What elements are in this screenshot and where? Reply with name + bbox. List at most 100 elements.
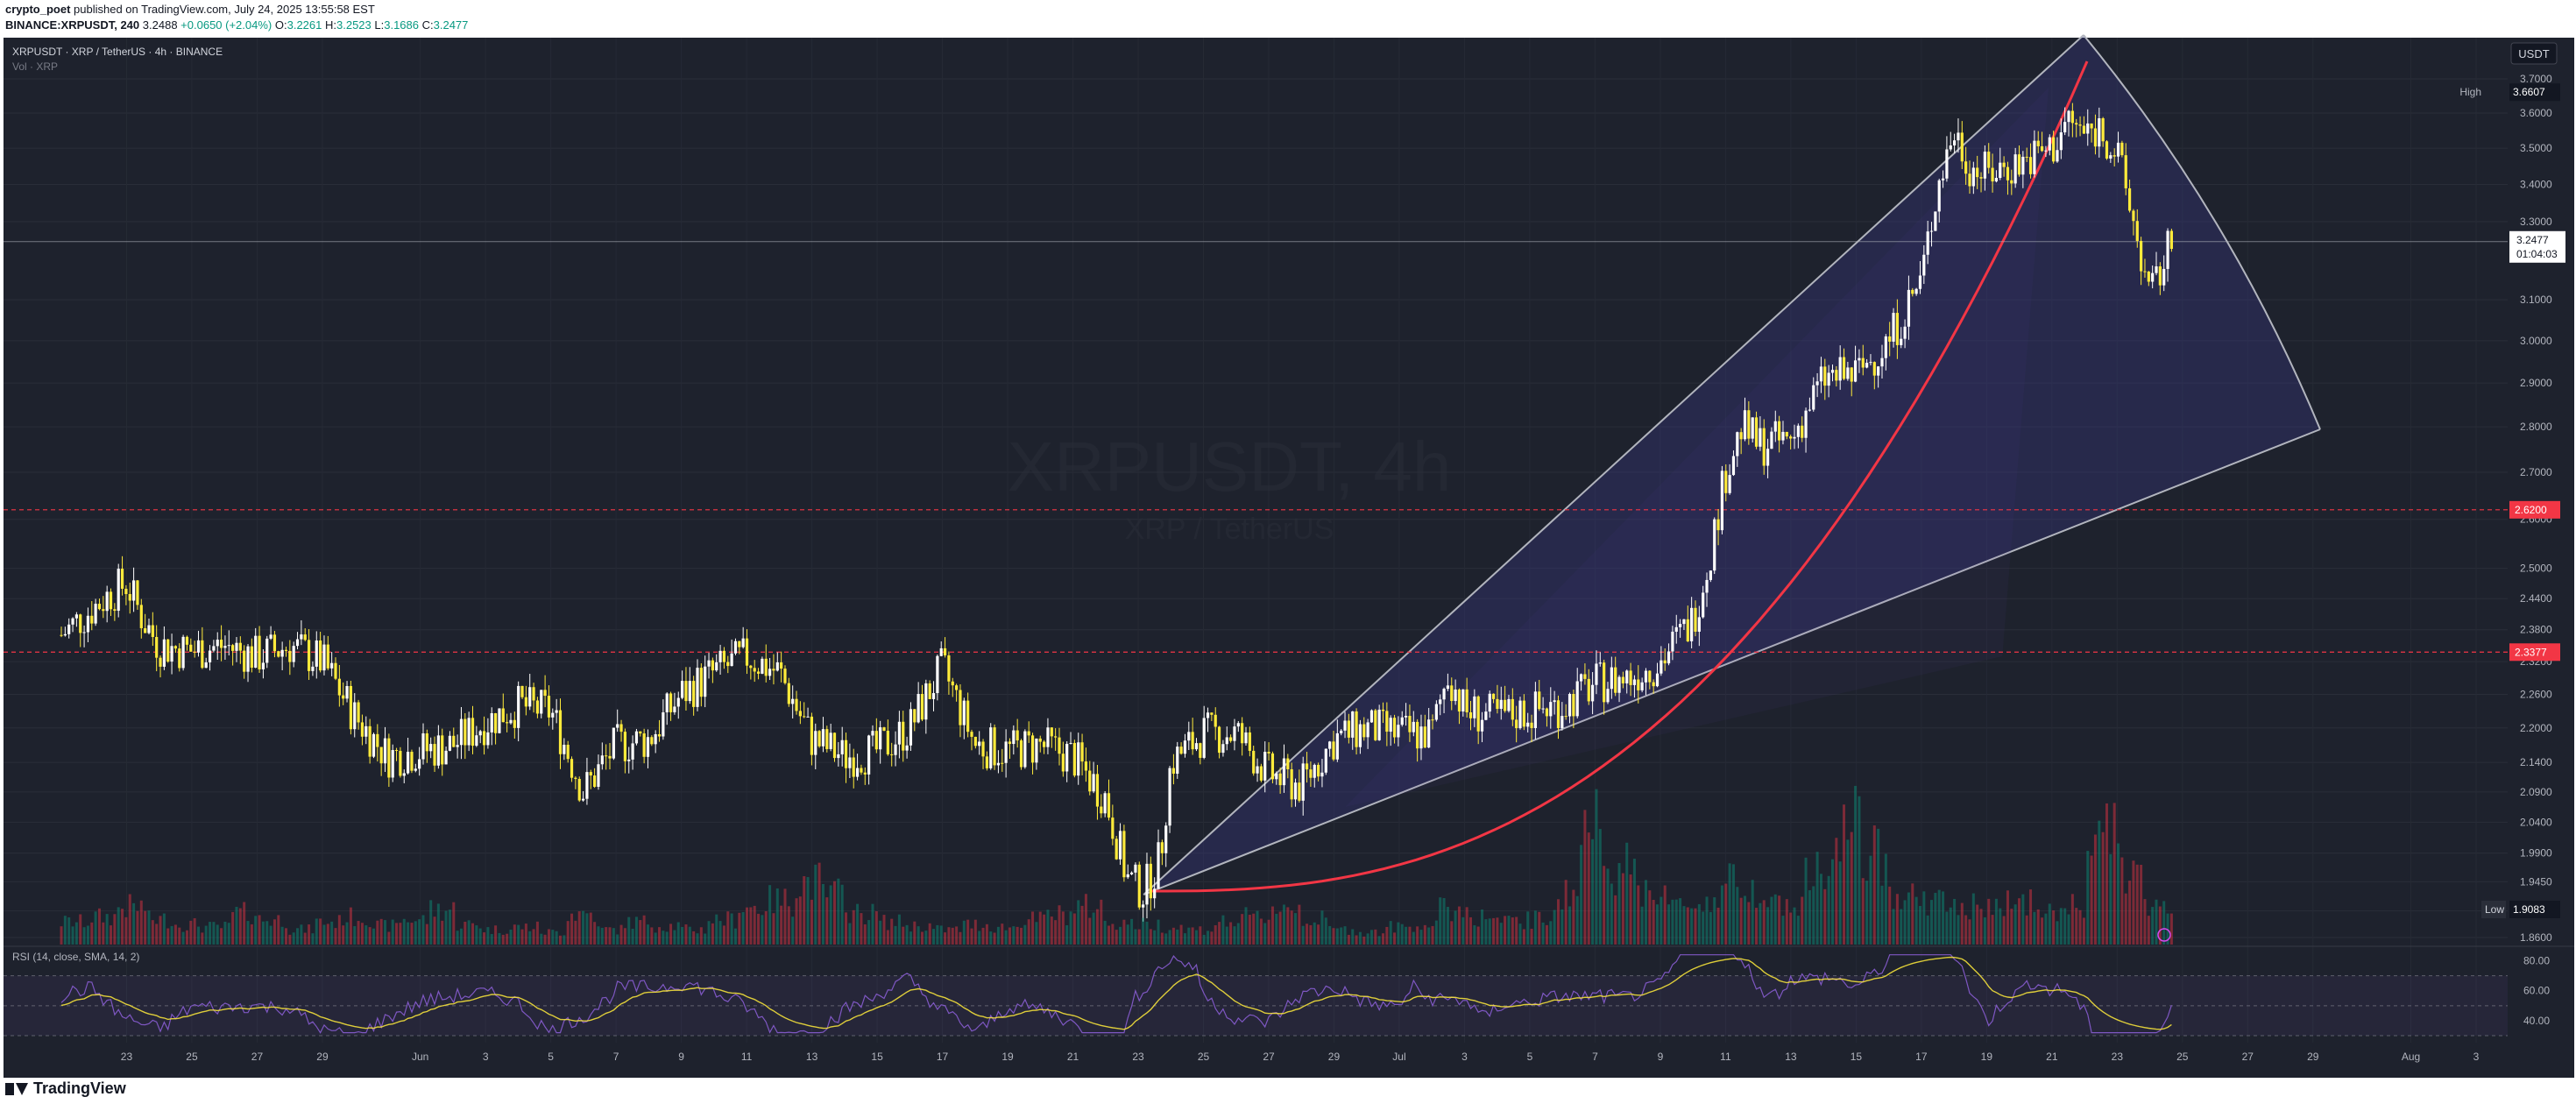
volume-bar [585, 913, 589, 945]
volume-bar [787, 906, 790, 945]
volume-bar [1294, 913, 1298, 945]
volume-bar [1801, 896, 1804, 945]
volume-bar [464, 921, 467, 945]
candle-body [1214, 714, 1217, 727]
candle-body [1865, 363, 1869, 368]
volume-bar [2018, 898, 2021, 945]
volume-bar [520, 929, 524, 945]
volume-bar [2135, 864, 2139, 945]
fan-wedge-fill[interactable] [1143, 35, 2320, 895]
volume-bar [265, 921, 269, 945]
volume-bar [1640, 906, 1644, 945]
legend-volume: Vol · XRP [12, 60, 58, 73]
level-2-value: 2.3377 [2515, 646, 2547, 658]
candle-body [913, 709, 916, 723]
time-tick-label-21: 5 [1527, 1051, 1533, 1063]
candle-body [139, 605, 143, 629]
volume-bar [551, 930, 555, 945]
volume-bar [414, 921, 417, 945]
candle-body [1812, 385, 1815, 410]
candle-body [2105, 141, 2109, 159]
volume-bar [1705, 896, 1709, 945]
volume-bar [1290, 910, 1293, 945]
candle-body [326, 644, 329, 669]
volume-bar [2140, 865, 2143, 945]
publisher-name[interactable]: crypto_poet [5, 3, 71, 16]
time-tick-label-16: 25 [1198, 1051, 1210, 1063]
volume-bar [1610, 883, 1613, 945]
candle-body [1008, 741, 1012, 745]
volume-bar [1644, 880, 1647, 945]
volume-bar [71, 926, 74, 945]
volume-bar [1747, 902, 1751, 945]
currency-badge[interactable] [2510, 42, 2558, 65]
current-price-tag[interactable] [2509, 230, 2565, 263]
candle-body [1785, 431, 1788, 437]
candle-body [429, 744, 433, 752]
volume-bar [1001, 924, 1004, 945]
volume-bar [2010, 909, 2013, 945]
candle-body [322, 644, 326, 671]
time-axis-background[interactable] [4, 1043, 2574, 1078]
volume-bar [1682, 906, 1686, 945]
candle-body [2162, 268, 2166, 286]
volume-bar [563, 935, 566, 945]
volume-bar [1358, 931, 1362, 945]
volume-bar [1248, 914, 1251, 945]
candle-body [959, 690, 962, 725]
price-axis-background[interactable] [2508, 38, 2574, 1043]
candle-body [1808, 409, 1812, 411]
time-tick-label-22: 7 [1592, 1051, 1598, 1063]
candle-body [330, 662, 334, 669]
parabolic-curve[interactable] [1150, 60, 2089, 893]
candle-body [1728, 475, 1731, 493]
level-1-tag[interactable] [2509, 500, 2560, 519]
chart-background[interactable] [4, 38, 2508, 1043]
time-tick-label-28: 19 [1981, 1051, 1993, 1063]
volume-bar [582, 910, 585, 945]
volume-bar [684, 924, 688, 945]
volume-bar [1888, 886, 1892, 945]
candle-body [665, 693, 669, 712]
volume-bar [1038, 911, 1042, 945]
candle-body [2006, 166, 2010, 180]
candle-body [1389, 718, 1392, 732]
volume-bar [711, 923, 714, 945]
candle-body [879, 727, 882, 750]
candle-body [1754, 417, 1759, 447]
candle-body [231, 645, 235, 651]
volume-bar [2078, 909, 2082, 945]
volume-bar [429, 900, 433, 945]
low-value: 3.1686 [384, 18, 419, 32]
candle-body [2132, 210, 2135, 222]
fan-arc[interactable] [2083, 34, 2321, 430]
volume-bar [105, 914, 109, 945]
candle-body [478, 731, 482, 736]
candle-body [1221, 744, 1225, 754]
fan-lower-line[interactable] [1143, 428, 2321, 895]
volume-bar [1468, 916, 1472, 945]
volume-bar [886, 930, 889, 945]
candle-body [581, 798, 585, 801]
candle-body [136, 580, 139, 605]
fan-upper-line[interactable] [1143, 34, 2084, 895]
level-1-value: 2.6200 [2515, 504, 2547, 516]
level-2-tag[interactable] [2509, 643, 2560, 662]
candle-body [272, 634, 277, 652]
candle-body [558, 710, 563, 754]
volume-bar [715, 914, 718, 945]
volume-bar [1366, 933, 1369, 945]
volume-bar [1309, 924, 1313, 945]
candle-body [1789, 436, 1793, 439]
volume-bar [139, 900, 143, 945]
candle-body [1129, 872, 1134, 874]
low-label: Low [2485, 903, 2504, 916]
volume-bar [2021, 894, 2025, 945]
volume-bar [1533, 910, 1537, 945]
tradingview-footer[interactable]: TradingView [5, 1079, 126, 1098]
alert-lightning-icon[interactable] [2157, 928, 2171, 942]
volume-bar [1724, 883, 1728, 945]
volume-bar [471, 923, 475, 945]
volume-bar [1572, 889, 1575, 945]
